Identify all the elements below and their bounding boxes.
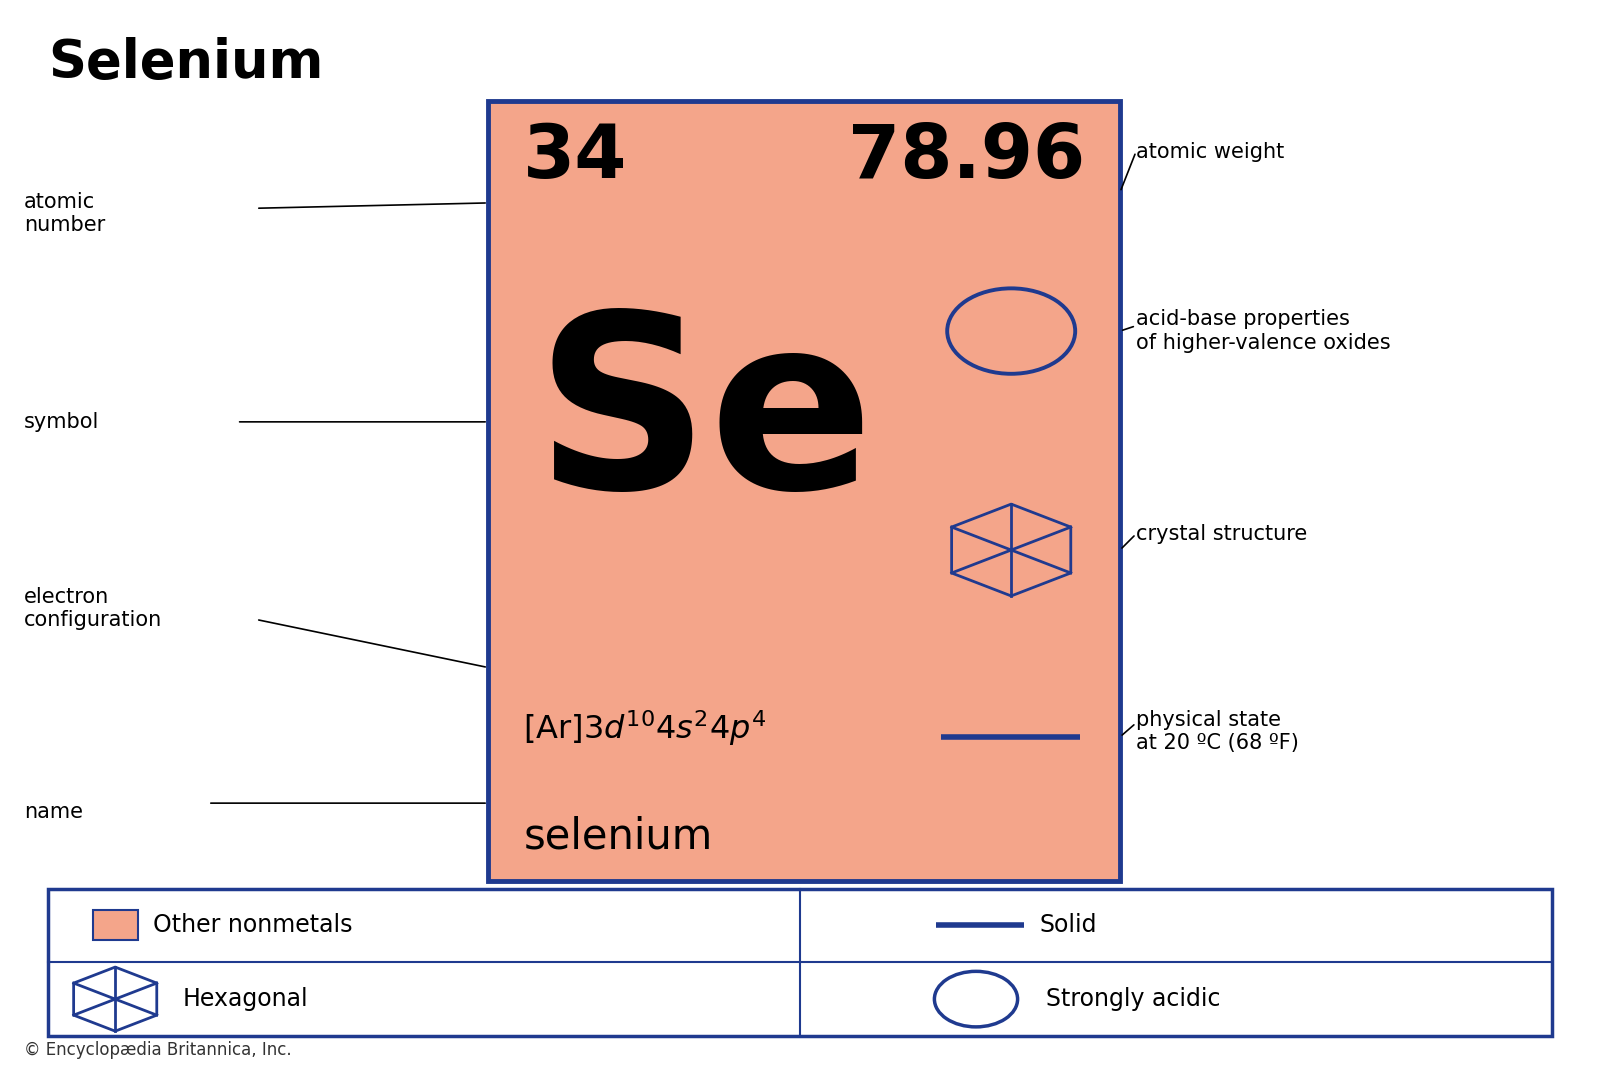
- Text: electron
configuration: electron configuration: [24, 587, 162, 630]
- Text: crystal structure: crystal structure: [1136, 524, 1307, 544]
- Text: selenium: selenium: [523, 816, 712, 858]
- Text: Strongly acidic: Strongly acidic: [1046, 987, 1221, 1011]
- Text: physical state
at 20 ºC (68 ºF): physical state at 20 ºC (68 ºF): [1136, 710, 1299, 753]
- Bar: [488, 101, 1120, 881]
- Text: $\mathrm{[Ar]3}d^{10}\mathrm{4}s^{2}\mathrm{4}p^{4}$: $\mathrm{[Ar]3}d^{10}\mathrm{4}s^{2}\mat…: [523, 708, 766, 748]
- Text: 34: 34: [523, 121, 627, 193]
- Bar: [93, 910, 138, 940]
- Text: name: name: [24, 802, 83, 821]
- Text: Selenium: Selenium: [48, 37, 323, 90]
- Text: atomic weight: atomic weight: [1136, 142, 1285, 161]
- Text: 78.96: 78.96: [848, 121, 1085, 193]
- Text: symbol: symbol: [24, 412, 99, 431]
- Bar: [48, 889, 1552, 1036]
- Text: Other nonmetals: Other nonmetals: [154, 913, 352, 938]
- Text: © Encyclopædia Britannica, Inc.: © Encyclopædia Britannica, Inc.: [24, 1041, 291, 1059]
- Text: atomic
number: atomic number: [24, 192, 106, 235]
- Text: Se: Se: [534, 304, 874, 539]
- Text: Solid: Solid: [1040, 913, 1098, 938]
- Text: acid-base properties
of higher-valence oxides: acid-base properties of higher-valence o…: [1136, 310, 1390, 352]
- Text: Hexagonal: Hexagonal: [182, 987, 309, 1011]
